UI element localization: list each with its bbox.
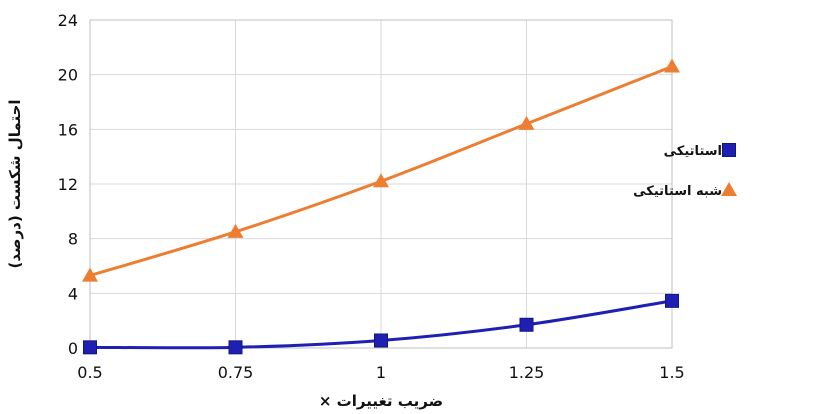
data-point (519, 317, 534, 332)
series-layer (82, 58, 680, 355)
series-pseudo-static (82, 58, 680, 282)
data-point (82, 267, 98, 282)
data-point (664, 58, 680, 73)
data-point (374, 333, 388, 348)
data-point (518, 115, 535, 130)
series-static (83, 293, 679, 355)
data-point (83, 340, 97, 355)
x-tick-label: 1 (376, 363, 386, 382)
x-tick-label: 0.5 (77, 363, 102, 382)
data-point (373, 173, 389, 188)
y-tick-label: 16 (58, 120, 78, 139)
y-tick-label: 8 (68, 230, 78, 249)
triangle-marker-icon (721, 182, 737, 196)
plot-area-border (89, 19, 673, 349)
legend-item: شبه استاتیکی (633, 182, 737, 199)
y-tick-label: 24 (58, 11, 78, 30)
y-axis-label: احتمال شکست (درصد) (6, 99, 24, 268)
data-point (227, 223, 244, 238)
data-point (665, 293, 679, 308)
legend-label: شبه استاتیکی (633, 184, 722, 199)
y-tick-label: 20 (58, 66, 78, 85)
square-marker-icon (722, 143, 736, 157)
legend-item: استاتیکی (664, 143, 736, 159)
y-tick-label: 4 (68, 284, 78, 303)
legend: استاتیکی شبه استاتیکی (633, 143, 737, 199)
x-tick-label: 1.25 (509, 363, 545, 382)
x-axis-ticks: 0.5 0.75 1 1.25 1.5 (77, 363, 684, 382)
y-tick-label: 0 (68, 339, 78, 358)
legend-label: استاتیکی (664, 144, 722, 159)
y-axis-ticks: 0 4 8 12 16 20 24 (58, 11, 78, 358)
x-axis-label: ضریب تغییرات × (319, 392, 443, 410)
x-tick-label: 1.5 (659, 363, 684, 382)
x-tick-label: 0.75 (218, 363, 254, 382)
data-point (228, 340, 243, 355)
y-tick-label: 12 (58, 175, 78, 194)
